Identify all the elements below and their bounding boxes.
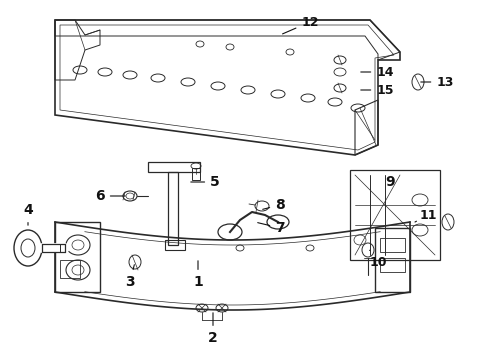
Text: 12: 12 (283, 15, 319, 34)
Text: 11: 11 (415, 208, 437, 222)
Text: 4: 4 (23, 203, 33, 225)
Text: 5: 5 (191, 175, 220, 189)
Text: 6: 6 (95, 189, 125, 203)
Text: 3: 3 (125, 265, 135, 289)
Text: 1: 1 (193, 261, 203, 289)
Text: 10: 10 (369, 250, 387, 269)
Text: 7: 7 (258, 221, 285, 235)
Text: 14: 14 (361, 66, 394, 78)
Text: 8: 8 (263, 198, 285, 212)
Text: 13: 13 (421, 76, 454, 89)
Text: 9: 9 (385, 175, 395, 189)
Text: 15: 15 (361, 84, 394, 96)
Text: 2: 2 (208, 313, 218, 345)
